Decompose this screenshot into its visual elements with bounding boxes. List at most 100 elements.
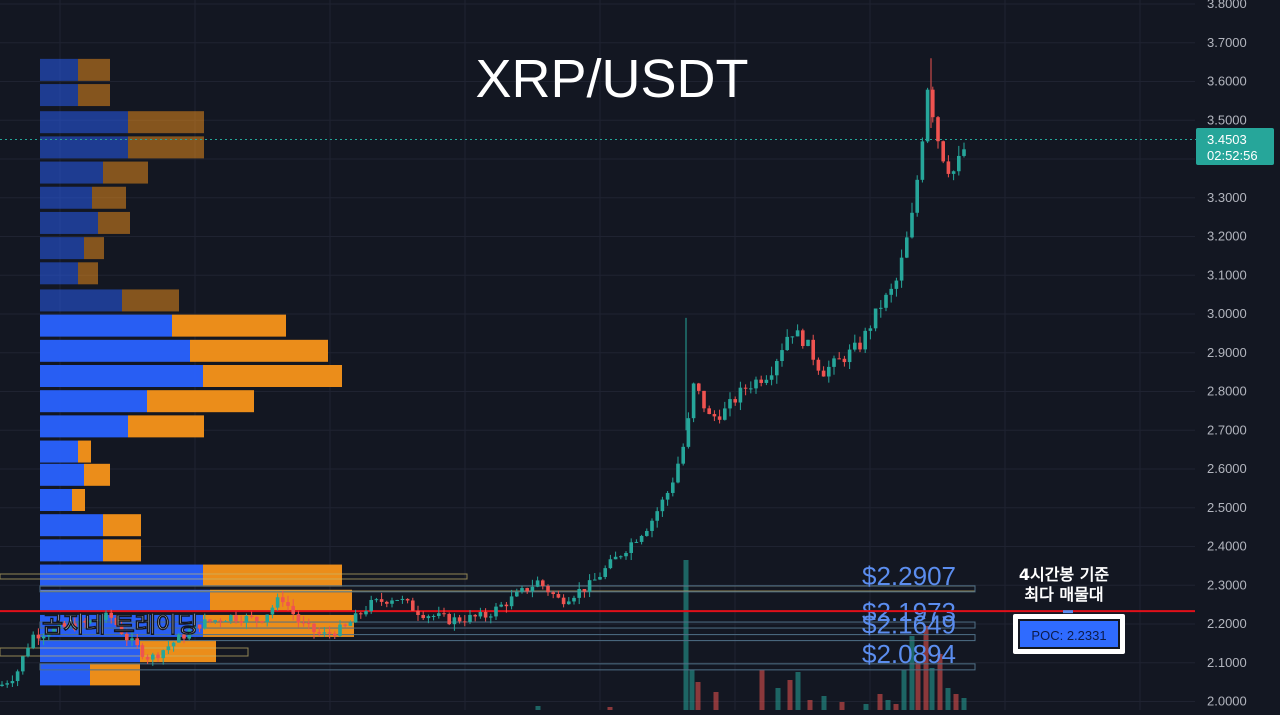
candle-body	[348, 622, 353, 626]
candle-body	[213, 620, 217, 622]
candle-body	[317, 632, 321, 634]
vp-sell-bar	[128, 136, 204, 159]
volume-bar	[787, 680, 793, 710]
volume-bar	[901, 670, 907, 710]
candle-body	[197, 624, 202, 629]
volume-bar	[607, 707, 613, 710]
candle-body	[463, 621, 467, 623]
vp-sell-bar	[128, 415, 204, 438]
candle-body	[442, 613, 446, 615]
vp-sell-bar	[78, 262, 98, 285]
candle-body	[405, 598, 410, 601]
candle-body	[499, 604, 503, 607]
candle-body	[249, 615, 254, 617]
candle-body	[556, 594, 561, 598]
candle-body	[743, 387, 748, 389]
candle-body	[665, 492, 670, 500]
candle-body	[239, 621, 243, 623]
level-label: $2.2907	[862, 561, 956, 591]
y-tick-label: 3.5000	[1207, 112, 1247, 127]
candle-body	[650, 520, 654, 531]
candle-body	[702, 390, 706, 409]
candle-body	[936, 117, 940, 142]
candle-body	[400, 598, 405, 601]
y-tick-label: 3.0000	[1207, 306, 1247, 321]
candle-body	[873, 308, 878, 329]
candle-body	[10, 681, 15, 684]
candle-body	[738, 387, 743, 403]
volume-bar	[923, 626, 929, 710]
candle-body	[78, 620, 82, 630]
candle-body	[723, 408, 727, 420]
candle-body	[57, 623, 61, 628]
candle-body	[0, 684, 4, 686]
candle-body	[437, 613, 441, 616]
y-tick-label: 2.1000	[1207, 655, 1247, 670]
candle-body	[587, 580, 592, 592]
candle-body	[681, 446, 685, 464]
poc-badge[interactable]: POC: 2.2331	[1013, 614, 1125, 654]
vp-buy-bar	[40, 84, 78, 107]
candle-body	[171, 642, 176, 647]
vp-sell-bar	[98, 211, 130, 234]
candle-body	[821, 370, 826, 377]
vp-sell-bar	[78, 58, 110, 81]
candle-body	[244, 615, 249, 623]
candle-body	[119, 625, 124, 634]
y-tick-label: 3.6000	[1207, 74, 1247, 89]
y-tick-label: 3.8000	[1207, 0, 1247, 11]
level-box	[39, 663, 976, 671]
vp-buy-bar	[40, 440, 78, 463]
annotation-line1: 4시간봉 기준	[1019, 565, 1110, 584]
watermark-text: 곰지네 트레이딩	[42, 612, 198, 638]
y-tick-label: 2.6000	[1207, 461, 1247, 476]
candle-body	[223, 621, 228, 623]
candle-body	[379, 599, 384, 602]
candle-body	[889, 288, 893, 295]
candle-body	[47, 634, 51, 637]
candle-body	[494, 606, 498, 617]
poc-badge-label: POC: 2.2331	[1031, 628, 1106, 643]
volume-bar	[953, 694, 959, 710]
candle-body	[338, 624, 342, 636]
candle-body	[88, 620, 93, 623]
y-tick-label: 2.2000	[1207, 616, 1247, 631]
price-axis[interactable]: 3.80003.70003.60003.50003.40003.30003.20…	[1207, 0, 1247, 709]
vp-buy-bar	[40, 463, 84, 486]
chart-title: XRP/USDT	[475, 49, 748, 109]
vp-buy-bar	[40, 663, 90, 686]
candle-body	[671, 482, 675, 493]
volume-profile	[40, 58, 354, 686]
volume-bar	[839, 702, 845, 710]
candle-body	[697, 383, 701, 391]
candle-body	[260, 621, 264, 623]
candle-body	[296, 614, 301, 623]
vp-sell-bar	[84, 463, 110, 486]
vp-sell-bar	[72, 489, 85, 511]
volume-bar	[937, 654, 943, 710]
candle-body	[281, 597, 285, 603]
level-label: $2.0894	[862, 639, 956, 669]
last-price-badge[interactable]: 3.4503 02:52:56	[1196, 128, 1274, 165]
candle-body	[145, 656, 150, 660]
vp-sell-bar	[90, 663, 140, 686]
candle-body	[353, 613, 358, 623]
candle-body	[369, 599, 373, 612]
candle-body	[203, 619, 207, 629]
candle-body	[598, 576, 602, 580]
candle-body	[489, 616, 493, 618]
candle-body	[468, 614, 472, 622]
candle-body	[717, 416, 722, 420]
vp-buy-bar	[40, 365, 203, 387]
candle-body	[780, 350, 784, 362]
candle-body	[478, 611, 483, 617]
candle-body	[957, 155, 961, 172]
candle-body	[577, 589, 581, 598]
candle-body	[291, 605, 295, 615]
candle-body	[156, 654, 160, 659]
candle-body	[847, 349, 852, 363]
candle-body	[286, 602, 290, 606]
volume-bar	[689, 670, 695, 710]
volume-bar	[915, 662, 921, 710]
